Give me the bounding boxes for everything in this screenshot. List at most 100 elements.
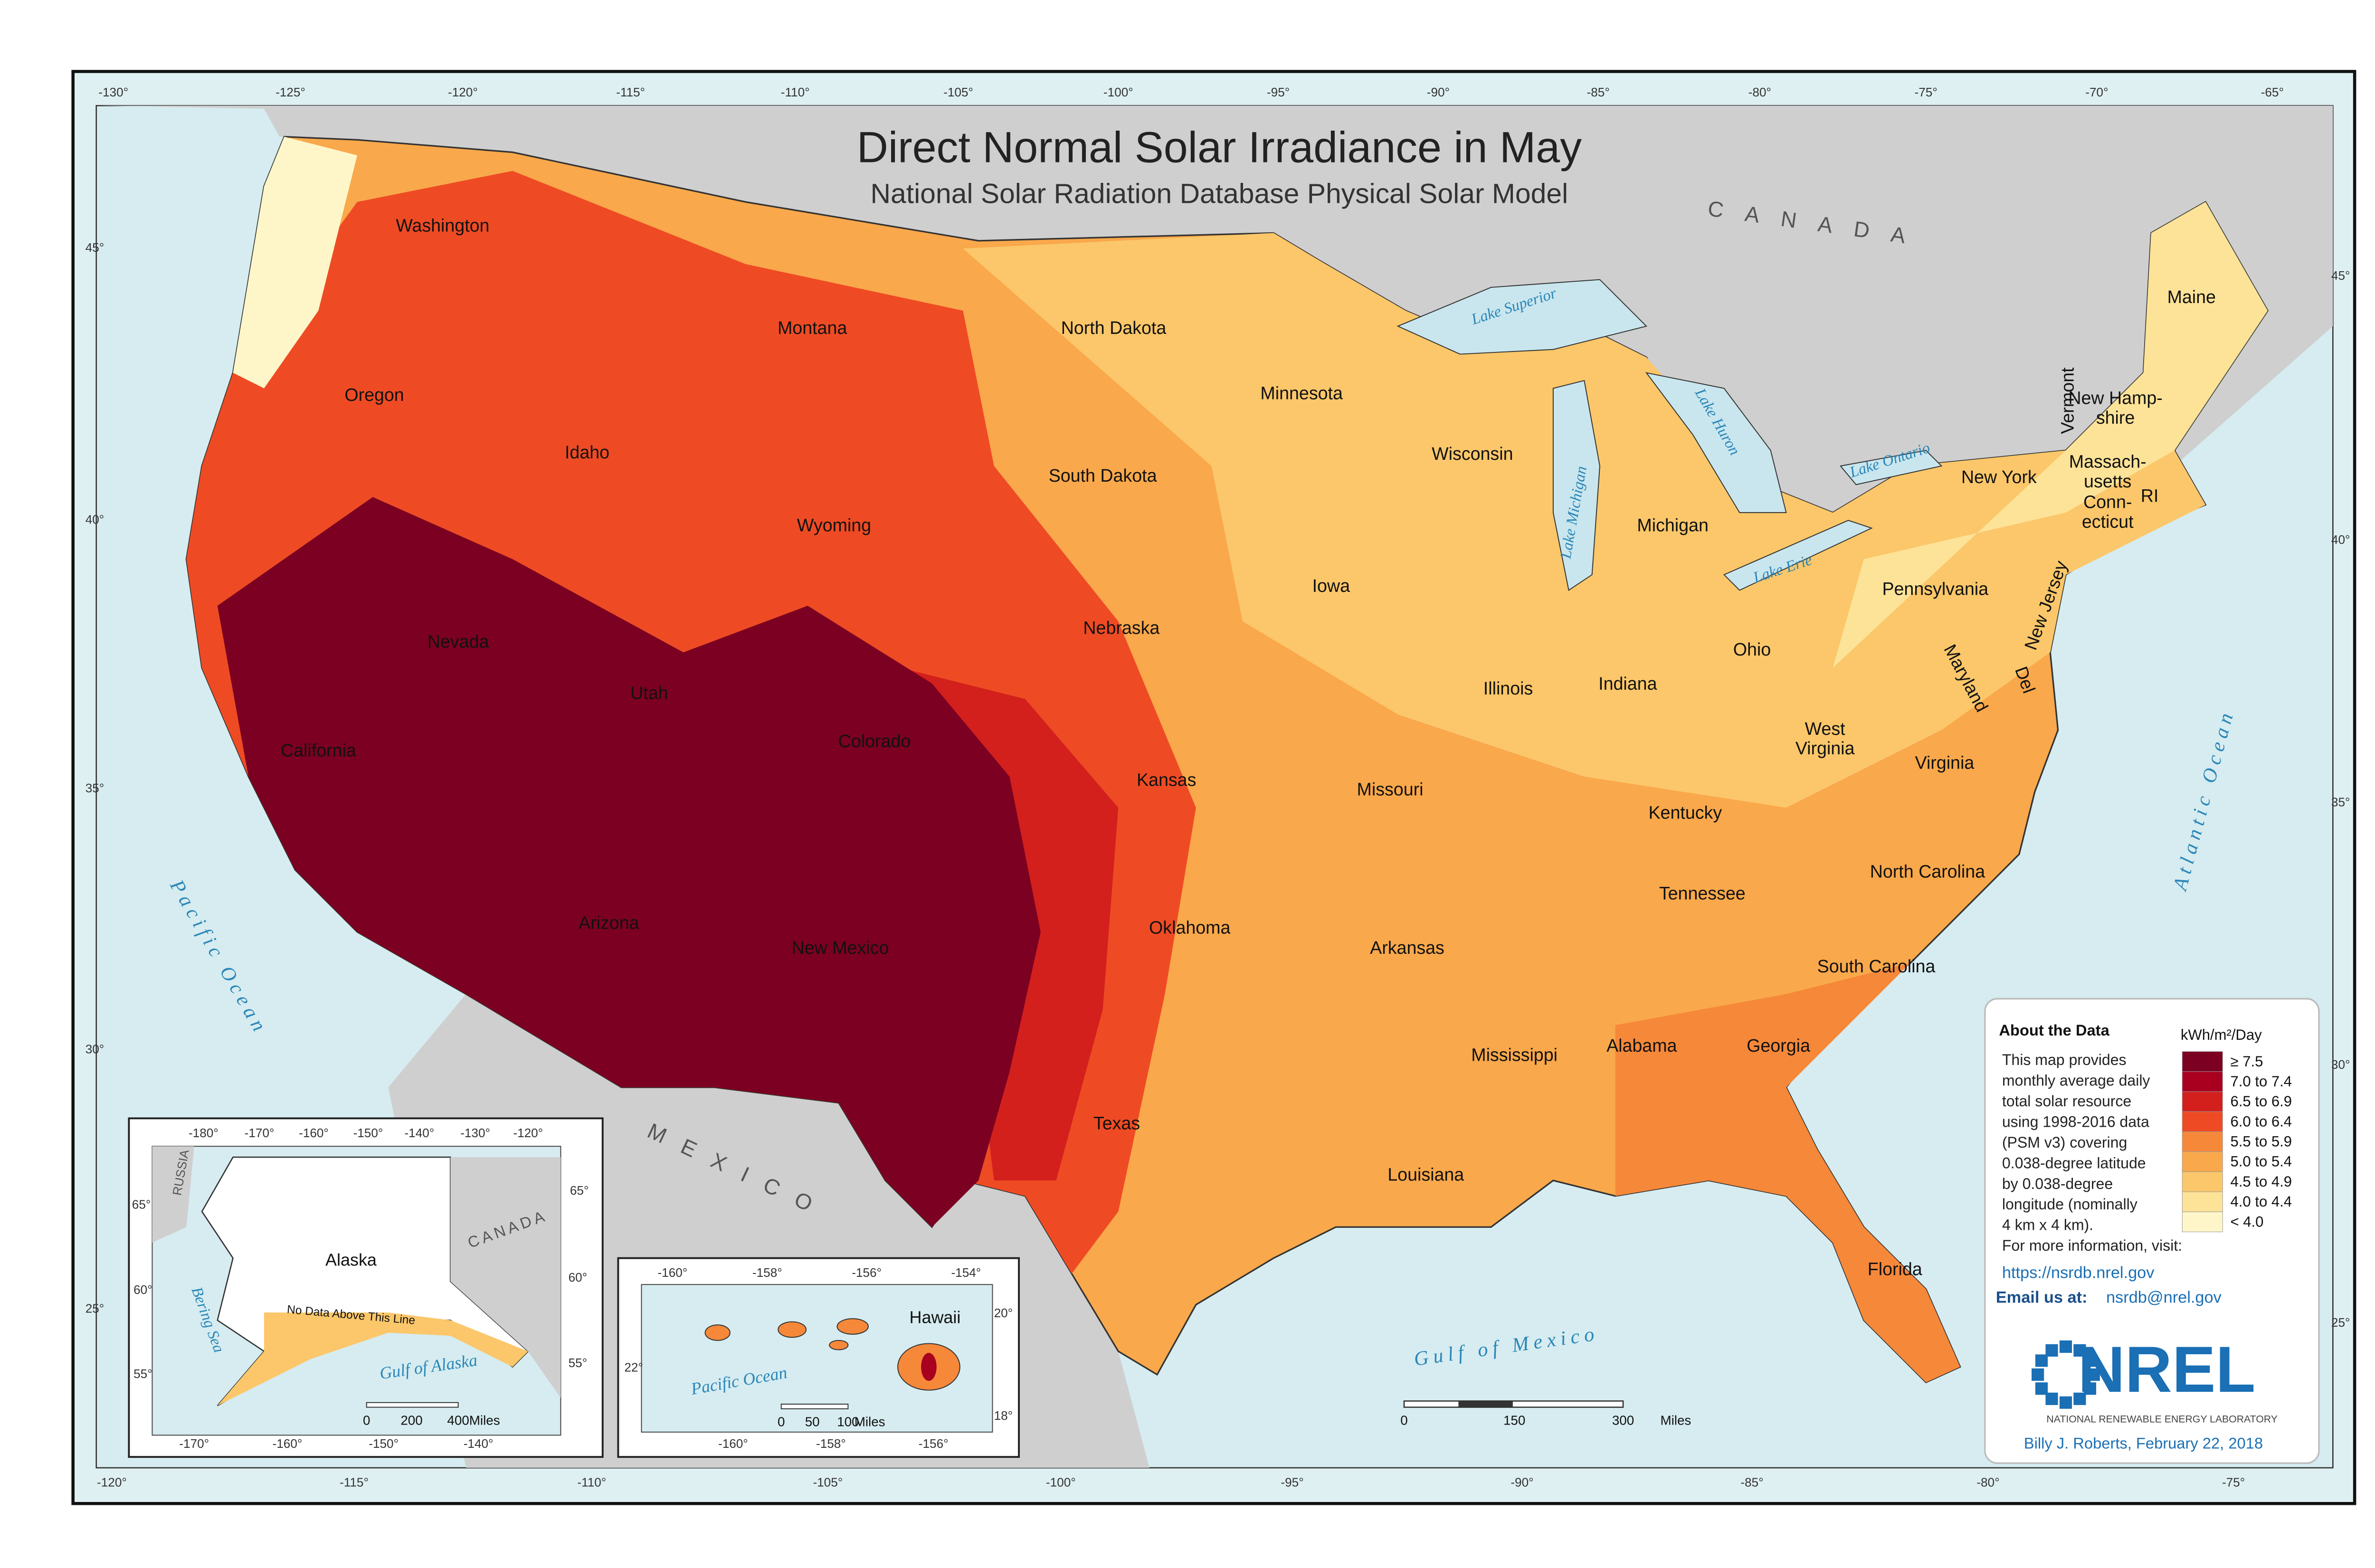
graticule-label: -65° <box>2261 85 2284 99</box>
state-label: RI <box>2141 485 2159 505</box>
legend-swatch <box>2182 1091 2223 1112</box>
state-label: Georgia <box>1747 1036 1810 1055</box>
state-label: Oregon <box>344 385 404 405</box>
legend-title: kWh/m²/Day <box>2181 1026 2262 1043</box>
state-label: New Hamp- <box>2068 388 2162 408</box>
title: Direct Normal Solar Irradiance in May <box>857 123 1582 171</box>
state-label: New Hamp-shire <box>2068 388 2162 427</box>
graticule-label: -110° <box>577 1475 606 1490</box>
legend-label: 5.5 to 5.9 <box>2231 1133 2292 1150</box>
state-label: West Virginia <box>1796 719 1855 758</box>
state-label: Colorado <box>838 731 911 751</box>
state-label: Maine <box>2167 287 2216 307</box>
graticule-label: -80° <box>1748 85 1771 99</box>
lake <box>1552 380 1600 591</box>
scale-bar <box>1458 1401 1513 1407</box>
state-label: Kansas <box>1137 770 1196 790</box>
graticule-label: -120° <box>448 85 478 99</box>
graticule-label: 40° <box>86 512 104 526</box>
state-label: Missouri <box>1357 779 1424 799</box>
graticule-label: -105° <box>813 1475 843 1490</box>
state-label: Wisconsin <box>1432 444 1513 464</box>
scale-label: 150 <box>1503 1413 1525 1427</box>
graticule-label: -95° <box>1267 85 1290 99</box>
graticule-label: -125° <box>276 85 305 99</box>
state-label: New Mexico <box>792 938 889 958</box>
lake <box>1396 279 1647 355</box>
graticule-label: -130° <box>98 85 128 99</box>
graticule-label: -150° <box>369 1436 399 1451</box>
canada <box>96 105 2333 560</box>
logo-full: NATIONAL RENEWABLE ENERGY LABORATORY <box>2046 1413 2278 1425</box>
state-label: Minnesota <box>1260 383 1343 403</box>
logo-mark <box>2031 1368 2044 1381</box>
state-label: Pennsylvania <box>1882 579 1988 599</box>
graticule-label: 25° <box>86 1301 104 1315</box>
about-link: https://nsrdb.nrel.gov <box>2002 1264 2155 1282</box>
subtitle: National Solar Radiation Database Physic… <box>871 179 1568 209</box>
legend-label: < 4.0 <box>2231 1213 2264 1230</box>
scale-label: Miles <box>1660 1413 1691 1427</box>
graticule-label: 55° <box>133 1367 152 1381</box>
lake <box>1839 450 1943 485</box>
graticule-label: -156° <box>852 1265 882 1280</box>
legend-swatch <box>2182 1111 2223 1132</box>
logo-name: NREL <box>2078 1333 2256 1406</box>
logo-mark <box>2035 1382 2048 1395</box>
state-label: Arkansas <box>1370 938 1444 958</box>
state-label: Virginia <box>1796 738 1855 758</box>
about-text: This map provides <box>2002 1051 2127 1068</box>
about-text: using 1998-2016 data <box>2002 1113 2149 1130</box>
zone-coast <box>233 136 358 389</box>
island <box>778 1321 807 1338</box>
scale-label: 200 <box>400 1413 422 1427</box>
state-label: Vermont <box>2057 367 2077 434</box>
graticule-label: -170° <box>245 1126 275 1140</box>
scale-label: 0 <box>778 1415 785 1429</box>
graticule-label: -85° <box>1587 85 1610 99</box>
graticule-label: 22° <box>624 1360 643 1375</box>
state-label: Virginia <box>1915 753 1975 773</box>
graticule-label: 35° <box>86 781 104 795</box>
legend-label: 6.0 to 6.4 <box>2231 1113 2292 1130</box>
state-label: New York <box>1961 467 2037 487</box>
about-text: 0.038-degree latitude <box>2002 1154 2146 1171</box>
graticule-label: -85° <box>1740 1475 1763 1490</box>
graticule-label: 35° <box>2331 795 2350 809</box>
graticule-label: 65° <box>132 1197 151 1211</box>
graticule-label: 18° <box>994 1408 1013 1423</box>
about-text: monthly average daily <box>2002 1072 2150 1089</box>
scale-label: 300 <box>1612 1413 1634 1427</box>
state-label: Conn-ecticut <box>2082 492 2134 531</box>
graticule-label: -120° <box>97 1475 127 1490</box>
legend-swatch <box>2182 1131 2223 1152</box>
about-text: longitude (nominally <box>2002 1196 2138 1213</box>
graticule-label: -115° <box>616 85 645 99</box>
state-label: Florida <box>1868 1259 1922 1279</box>
legend-label: 4.0 to 4.4 <box>2231 1193 2292 1210</box>
state-label: Tennessee <box>1659 883 1746 903</box>
graticule-label: -160° <box>657 1265 687 1280</box>
state-label: Mississippi <box>1471 1045 1558 1064</box>
graticule-label: -90° <box>1427 85 1450 99</box>
state-label: North Carolina <box>1870 862 1985 882</box>
graticule-label: -75° <box>2222 1475 2245 1490</box>
state-label: Conn- <box>2083 492 2132 512</box>
graticule-label: -140° <box>464 1436 494 1451</box>
legend-swatch <box>2182 1191 2223 1212</box>
state-label: South Dakota <box>1049 466 1157 485</box>
island-peak <box>921 1353 937 1381</box>
state-label: Illinois <box>1483 678 1533 698</box>
scale-label: 400 <box>447 1413 469 1427</box>
legend-swatch <box>2182 1051 2223 1072</box>
state-label: West <box>1805 719 1846 739</box>
graticule-label: -160° <box>718 1436 748 1451</box>
state-label: Idaho <box>565 442 609 462</box>
state-label: Washington <box>396 215 489 235</box>
legend-label: 5.0 to 5.4 <box>2231 1153 2292 1170</box>
zone-southwest <box>217 497 1041 1227</box>
state-label: Massach- <box>2069 451 2147 471</box>
graticule-label: -170° <box>179 1436 209 1451</box>
graticule-label: -90° <box>1510 1475 1533 1490</box>
graticule-label: 20° <box>994 1306 1013 1320</box>
